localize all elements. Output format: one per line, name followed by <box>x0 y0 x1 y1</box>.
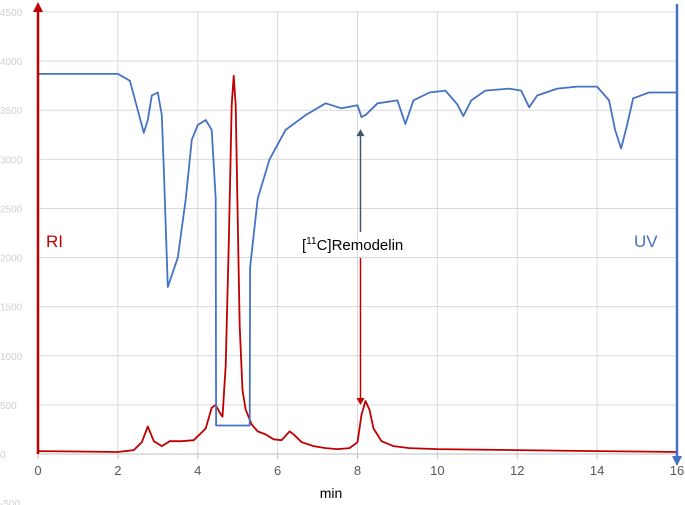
y-tick-label: 2000 <box>0 254 23 265</box>
x-tick-label: 10 <box>430 463 444 478</box>
y-tick-label: -500 <box>0 499 20 505</box>
y-tick-label: 3000 <box>0 155 23 166</box>
compound-annotation: [11C]Remodelin <box>302 236 403 254</box>
annotation-arrowhead-down <box>356 397 365 405</box>
annotation-prefix: [ <box>302 237 307 254</box>
grid-lines <box>37 11 678 459</box>
y-tick-labels: -500 0 500 1000 1500 2000 2500 3000 3500 4000 4500 <box>0 8 23 505</box>
series-line-uv <box>38 73 677 427</box>
annotation-superscript: 11 <box>306 236 317 247</box>
series-line-ri <box>37 74 678 453</box>
y-tick-label: 4500 <box>0 8 23 19</box>
x-axis-label: min <box>320 485 343 501</box>
ri-axis-arrowhead <box>33 2 43 12</box>
x-tick-label: 16 <box>670 463 684 478</box>
y-tick-label: 3500 <box>0 106 23 117</box>
y-tick-label: 2500 <box>0 204 23 215</box>
series-lines <box>37 73 678 453</box>
ri-axis-label: RI <box>46 232 63 251</box>
x-tick-label: 4 <box>194 463 201 478</box>
x-tick-label: 12 <box>510 463 524 478</box>
y-tick-label: 500 <box>0 401 17 412</box>
y-tick-label: 1500 <box>0 303 23 314</box>
axis-lines <box>33 2 682 466</box>
annotation-suffix: C]Remodelin <box>317 237 404 254</box>
y-tick-label: 0 <box>0 450 6 461</box>
x-tick-label: 8 <box>354 463 361 478</box>
x-tick-label: 2 <box>114 463 121 478</box>
y-tick-label: 4000 <box>0 57 23 68</box>
uv-axis-label: UV <box>634 232 658 251</box>
x-tick-label: 14 <box>590 463 604 478</box>
uv-axis-arrowhead <box>672 456 682 466</box>
annotation-arrowhead-up <box>356 129 365 137</box>
y-tick-label: 1000 <box>0 352 23 363</box>
x-tick-label: 0 <box>34 463 41 478</box>
x-tick-label: 6 <box>274 463 281 478</box>
x-tick-labels: 0 2 4 6 8 10 12 14 16 <box>34 463 684 478</box>
annotation-arrows <box>356 129 365 405</box>
